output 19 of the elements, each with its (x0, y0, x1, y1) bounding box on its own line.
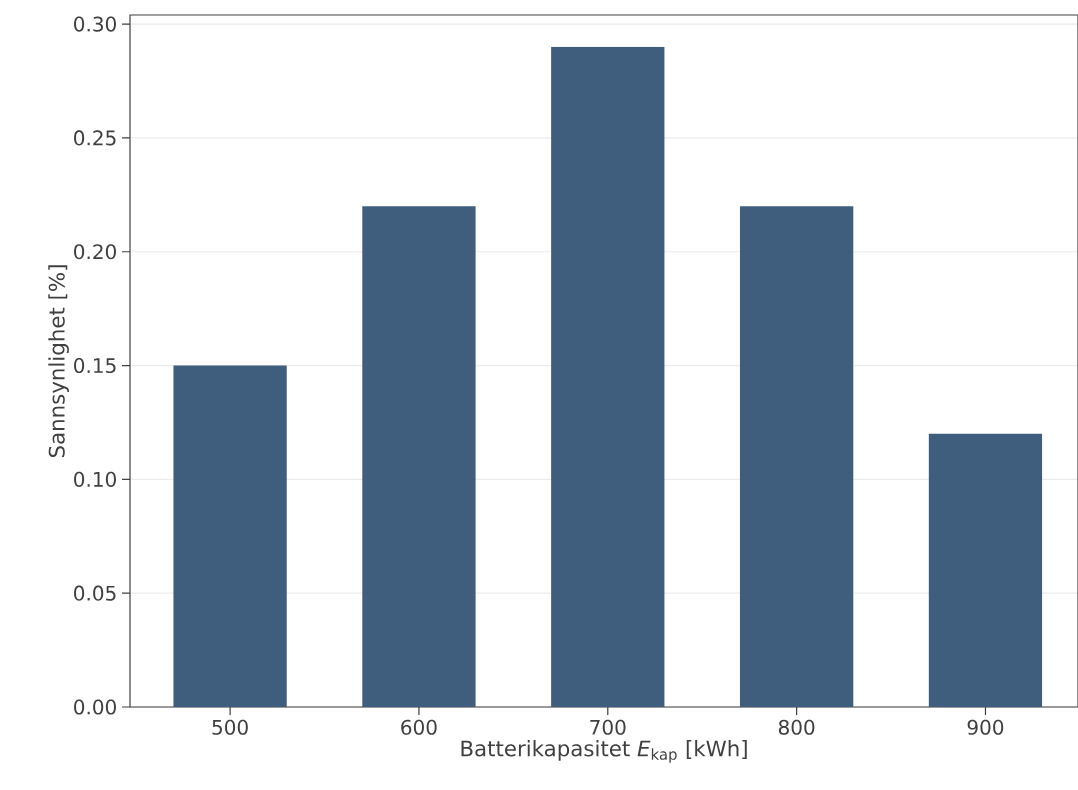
bar (362, 206, 476, 707)
bar (551, 46, 665, 707)
bar (173, 365, 287, 707)
y-tick-label: 0.25 (74, 130, 116, 146)
x-tick-label: 800 (778, 719, 815, 735)
y-tick-label: 0.20 (74, 244, 116, 260)
x-tick-label: 900 (967, 719, 1004, 735)
y-tick-label: 0.00 (74, 699, 116, 715)
bar (739, 206, 854, 707)
bar (928, 433, 1043, 707)
y-axis-title: Sannsynlighet [%] (48, 265, 69, 458)
x-tick-label: 500 (212, 719, 248, 735)
y-tick-label: 0.10 (74, 471, 116, 487)
x-tick-label: 700 (590, 719, 626, 735)
y-tick-label: 0.30 (74, 16, 116, 32)
y-tick-label: 0.05 (74, 585, 116, 601)
y-tick-label: 0.15 (74, 357, 116, 374)
x-tick-label: 600 (401, 719, 437, 735)
x-axis-title: Batterikapasitet E$_{kap}$ [kWh] (461, 740, 747, 763)
